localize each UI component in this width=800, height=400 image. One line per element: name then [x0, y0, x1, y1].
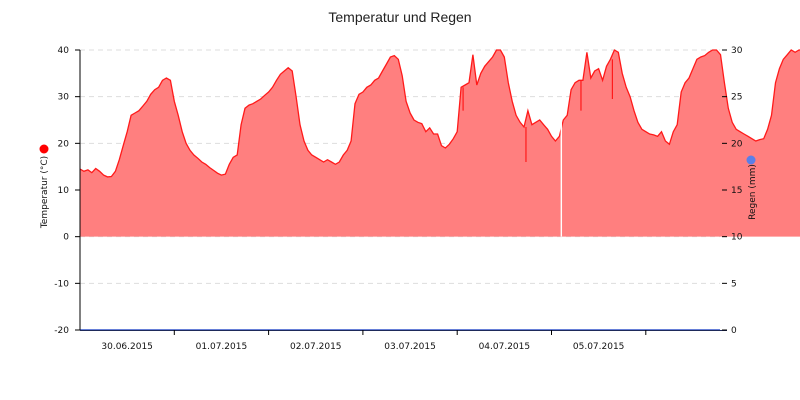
left-tick-label: 20 [58, 139, 70, 149]
right-axis-title: Regen (mm) [746, 155, 758, 220]
chart-title: Temperatur und Regen [328, 9, 471, 25]
temperature-fill [80, 50, 800, 237]
right-tick-label: 20 [731, 139, 743, 149]
left-tick-label: 10 [58, 186, 70, 196]
x-axis-ticks: 30.06.2015 01.07.2015 02.07.2015 03.07.2015… [101, 330, 647, 352]
x-tick-label: 30.06.2015 [101, 342, 153, 352]
temperature-legend-marker-icon [39, 144, 49, 154]
right-axis-label: Regen (mm) [748, 164, 758, 220]
temperature-area [79, 49, 800, 331]
right-tick-label: 30 [731, 46, 743, 56]
left-tick-label: 30 [58, 93, 70, 103]
right-tick-label: 15 [731, 186, 742, 196]
x-tick-label: 03.07.2015 [384, 342, 436, 352]
left-tick-label: -10 [54, 279, 69, 289]
right-tick-label: 25 [731, 93, 742, 103]
left-axis-title: Temperatur (°C) [39, 144, 50, 229]
left-y-axis-ticks: 40 30 20 10 0 -10 -20 [54, 46, 80, 336]
x-tick-label: 05.07.2015 [573, 342, 625, 352]
x-tick-label: 04.07.2015 [479, 342, 531, 352]
left-tick-label: 0 [63, 233, 69, 243]
rain-legend-marker-icon [746, 155, 756, 165]
right-tick-label: 5 [731, 279, 737, 289]
right-tick-label: 10 [731, 233, 743, 243]
left-axis-label: Temperatur (°C) [40, 156, 50, 229]
right-y-axis-ticks: 30 25 20 15 10 5 0 [722, 46, 743, 336]
x-tick-label: 02.07.2015 [290, 342, 342, 352]
left-tick-label: -20 [54, 326, 69, 336]
right-tick-label: 0 [731, 326, 737, 336]
temperature-line [79, 49, 800, 178]
x-tick-label: 01.07.2015 [196, 342, 248, 352]
left-tick-label: 40 [58, 46, 70, 56]
